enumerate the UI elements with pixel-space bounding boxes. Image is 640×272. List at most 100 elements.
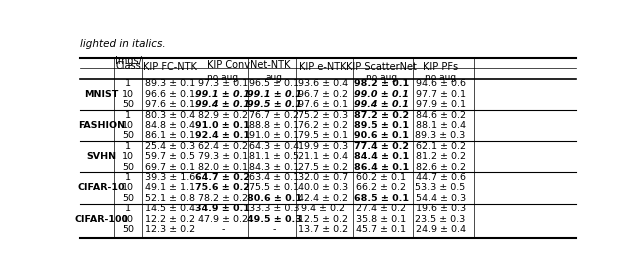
Text: 40.0 ± 0.3: 40.0 ± 0.3 [298,183,348,192]
Text: 27.4 ± 0.2: 27.4 ± 0.2 [356,204,406,213]
Text: 89.3 ± 0.1: 89.3 ± 0.1 [145,79,195,88]
Text: 97.3 ± 0.1: 97.3 ± 0.1 [198,79,248,88]
Text: 14.5 ± 0.4: 14.5 ± 0.4 [145,204,195,213]
Text: 35.8 ± 0.1: 35.8 ± 0.1 [356,215,406,224]
Text: 47.9 ± 0.2: 47.9 ± 0.2 [198,215,248,224]
Text: 50: 50 [122,163,134,172]
Text: 96.5 ± 0.1: 96.5 ± 0.1 [250,79,300,88]
Text: 99.4 ± 0.1: 99.4 ± 0.1 [195,100,250,109]
Text: 21.1 ± 0.4: 21.1 ± 0.4 [298,152,348,161]
Text: 39.3 ± 1.6: 39.3 ± 1.6 [145,173,195,182]
Text: 78.2 ± 0.2: 78.2 ± 0.2 [198,194,248,203]
Text: 33.3 ± 0.3: 33.3 ± 0.3 [249,204,300,213]
Text: 97.6 ± 0.1: 97.6 ± 0.1 [145,100,195,109]
Text: 1: 1 [125,79,131,88]
Text: 79.3 ± 0.1: 79.3 ± 0.1 [198,152,248,161]
Text: 12.2 ± 0.2: 12.2 ± 0.2 [145,215,195,224]
Text: 53.3 ± 0.5: 53.3 ± 0.5 [415,183,466,192]
Text: 99.1 ± 0.1: 99.1 ± 0.1 [247,90,302,99]
Text: 9.4 ± 0.2: 9.4 ± 0.2 [301,204,345,213]
Text: 50: 50 [122,131,134,140]
Text: SVHN: SVHN [86,152,116,161]
Text: 97.9 ± 0.1: 97.9 ± 0.1 [415,100,465,109]
Text: 69.7 ± 0.1: 69.7 ± 0.1 [145,163,195,172]
Text: 91.0 ± 0.1: 91.0 ± 0.1 [195,121,250,130]
Text: MNIST: MNIST [84,90,118,99]
Text: 76.7 ± 0.2: 76.7 ± 0.2 [250,110,300,119]
Text: 23.5 ± 0.3: 23.5 ± 0.3 [415,215,466,224]
Text: 88.8 ± 0.1: 88.8 ± 0.1 [250,121,300,130]
Text: KIP ScatterNet: KIP ScatterNet [346,62,417,72]
Text: 98.2 ± 0.1: 98.2 ± 0.1 [353,79,408,88]
Text: 10: 10 [122,215,134,224]
Text: 10: 10 [122,121,134,130]
Text: 77.4 ± 0.2: 77.4 ± 0.2 [353,142,408,151]
Text: FASHION: FASHION [78,121,125,130]
Text: 19.9 ± 0.3: 19.9 ± 0.3 [298,142,348,151]
Text: 84.6 ± 0.2: 84.6 ± 0.2 [415,110,465,119]
Text: 94.6 ± 0.6: 94.6 ± 0.6 [415,79,465,88]
Text: 75.5 ± 0.1: 75.5 ± 0.1 [250,183,300,192]
Text: 76.2 ± 0.2: 76.2 ± 0.2 [298,121,348,130]
Text: CIFAR-10: CIFAR-10 [77,183,125,192]
Text: aug: aug [266,73,283,82]
Text: 44.7 ± 0.6: 44.7 ± 0.6 [415,173,465,182]
Text: 82.9 ± 0.2: 82.9 ± 0.2 [198,110,248,119]
Text: 84.3 ± 0.1: 84.3 ± 0.1 [250,163,300,172]
Text: no aug: no aug [207,73,239,82]
Text: 59.7 ± 0.5: 59.7 ± 0.5 [145,152,195,161]
Text: 24.9 ± 0.4: 24.9 ± 0.4 [415,225,465,234]
Text: 12.5 ± 0.2: 12.5 ± 0.2 [298,215,348,224]
Text: 10: 10 [122,183,134,192]
Text: 82.0 ± 0.1: 82.0 ± 0.1 [198,163,248,172]
Text: 64.7 ± 0.2: 64.7 ± 0.2 [195,173,250,182]
Text: 75.6 ± 0.2: 75.6 ± 0.2 [195,183,250,192]
Text: KIP e-NTK: KIP e-NTK [300,62,347,72]
Text: 50: 50 [122,194,134,203]
Text: 12.3 ± 0.2: 12.3 ± 0.2 [145,225,195,234]
Text: 42.4 ± 0.2: 42.4 ± 0.2 [298,194,348,203]
Text: 25.4 ± 0.3: 25.4 ± 0.3 [145,142,195,151]
Text: 45.7 ± 0.1: 45.7 ± 0.1 [356,225,406,234]
Text: 86.4 ± 0.1: 86.4 ± 0.1 [353,163,408,172]
Text: Imgs/: Imgs/ [115,56,141,66]
Text: 84.8 ± 0.4: 84.8 ± 0.4 [145,121,195,130]
Text: 19.6 ± 0.3: 19.6 ± 0.3 [415,204,466,213]
Text: 99.4 ± 0.1: 99.4 ± 0.1 [354,100,408,109]
Text: no aug: no aug [365,73,397,82]
Text: 90.6 ± 0.1: 90.6 ± 0.1 [354,131,408,140]
Text: 81.2 ± 0.2: 81.2 ± 0.2 [415,152,465,161]
Text: lighted in italics.: lighted in italics. [80,39,166,49]
Text: 97.7 ± 0.1: 97.7 ± 0.1 [415,90,465,99]
Text: 80.3 ± 0.4: 80.3 ± 0.4 [145,110,195,119]
Text: 27.5 ± 0.2: 27.5 ± 0.2 [298,163,348,172]
Text: KIP PFs: KIP PFs [423,62,458,72]
Text: 32.0 ± 0.7: 32.0 ± 0.7 [298,173,348,182]
Text: 62.1 ± 0.2: 62.1 ± 0.2 [415,142,465,151]
Text: 13.7 ± 0.2: 13.7 ± 0.2 [298,225,348,234]
Text: 99.1 ± 0.1: 99.1 ± 0.1 [195,90,250,99]
Text: -: - [221,225,225,234]
Text: CIFAR-100: CIFAR-100 [74,215,129,224]
Text: 96.6 ± 0.1: 96.6 ± 0.1 [145,90,195,99]
Text: 88.1 ± 0.4: 88.1 ± 0.4 [415,121,465,130]
Text: 1: 1 [125,204,131,213]
Text: 75.2 ± 0.3: 75.2 ± 0.3 [298,110,348,119]
Text: 93.6 ± 0.4: 93.6 ± 0.4 [298,79,348,88]
Text: Class: Class [115,61,141,70]
Text: 97.6 ± 0.1: 97.6 ± 0.1 [298,100,348,109]
Text: 91.0 ± 0.1: 91.0 ± 0.1 [250,131,300,140]
Text: 96.7 ± 0.2: 96.7 ± 0.2 [298,90,348,99]
Text: 10: 10 [122,90,134,99]
Text: 1: 1 [125,142,131,151]
Text: 82.6 ± 0.2: 82.6 ± 0.2 [415,163,465,172]
Text: 34.9 ± 0.1: 34.9 ± 0.1 [195,204,250,213]
Text: 86.1 ± 0.1: 86.1 ± 0.1 [145,131,195,140]
Text: 92.4 ± 0.1: 92.4 ± 0.1 [195,131,250,140]
Text: 87.2 ± 0.2: 87.2 ± 0.2 [353,110,408,119]
Text: 49.1 ± 1.1: 49.1 ± 1.1 [145,183,195,192]
Text: -: - [273,225,276,234]
Text: 89.5 ± 0.1: 89.5 ± 0.1 [353,121,408,130]
Text: 64.3 ± 0.4: 64.3 ± 0.4 [250,142,300,151]
Text: 50: 50 [122,100,134,109]
